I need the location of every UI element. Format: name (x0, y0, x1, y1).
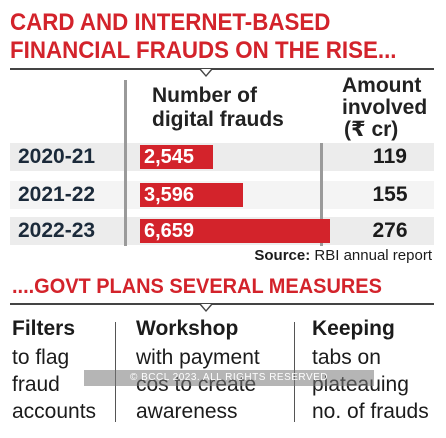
headline-line-1: CARD AND INTERNET-BASED (10, 9, 331, 36)
amount-value-2022-23: 276 (372, 219, 408, 242)
frauds-column-header-2: digital frauds (152, 108, 284, 131)
copyright-watermark: © BCCL 2023. ALL RIGHTS RESERVED (84, 370, 374, 386)
year-label-2: 2022-23 (18, 219, 96, 242)
column-separator-right (320, 143, 323, 246)
frauds-bar-2022-23: 6,659 (140, 219, 330, 243)
row-band-0 (10, 143, 434, 171)
amount-column-header-3: (₹ cr) (344, 118, 399, 141)
frauds-value-2021-22: 3,596 (144, 184, 195, 206)
frauds-column-header-1: Number of (152, 84, 257, 107)
measures-divider (10, 303, 434, 305)
measure-2-title: Workshop (136, 317, 239, 340)
source-label: Source: (254, 247, 311, 264)
measure-1-title: Filters (12, 317, 76, 340)
measures-pointer-inner (201, 304, 211, 310)
amount-value-2020-21: 119 (373, 145, 407, 168)
measures-heading: ....GOVT PLANS SEVERAL MEASURES (12, 275, 382, 298)
measure-3-title: Keeping (312, 317, 395, 340)
amount-column-header-1: Amount (342, 74, 422, 97)
source-text: RBI annual report (314, 247, 432, 264)
column-separator-left (124, 80, 127, 246)
headline-pointer-inner (201, 69, 211, 75)
measure-1-line-3: accounts (12, 400, 97, 423)
frauds-bar-2021-22: 3,596 (140, 183, 243, 207)
year-label-1: 2021-22 (18, 183, 96, 206)
measure-1-line-2: fraud (12, 373, 60, 396)
frauds-value-2020-21: 2,545 (144, 146, 195, 168)
amount-column-header-2: involved (342, 96, 428, 119)
measure-2-line-3: awareness (136, 400, 238, 423)
measure-1-line-1: to flag (12, 346, 70, 369)
source-note: Source: RBI annual report (254, 247, 432, 264)
year-label-0: 2020-21 (18, 145, 96, 168)
amount-value-2021-22: 155 (372, 183, 408, 206)
frauds-value-2022-23: 6,659 (144, 220, 195, 242)
measure-3-line-1: tabs on (312, 346, 381, 369)
frauds-bar-2020-21: 2,545 (140, 145, 213, 169)
measure-2-line-1: with payment (136, 346, 260, 369)
headline-divider (10, 68, 434, 70)
headline-line-2: FINANCIAL FRAUDS ON THE RISE... (10, 37, 397, 64)
measure-3-line-3: no. of frauds (312, 400, 429, 423)
